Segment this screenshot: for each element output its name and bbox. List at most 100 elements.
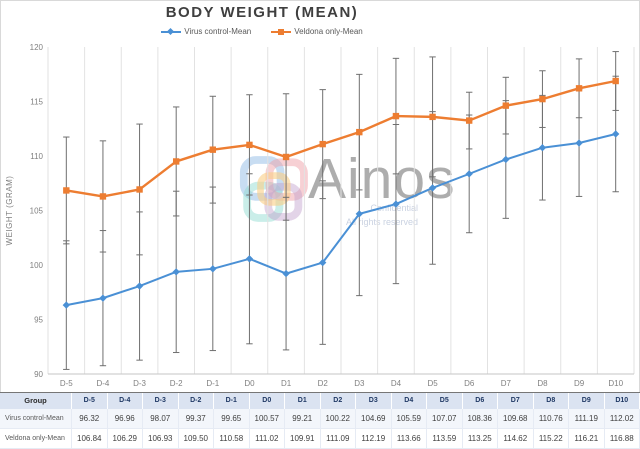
table-value-cell: 116.21 bbox=[569, 429, 605, 449]
y-axis-tick-label: 90 bbox=[34, 370, 43, 379]
table-value-cell: 112.19 bbox=[356, 429, 392, 449]
x-axis-tick-label: D-5 bbox=[60, 379, 73, 388]
chart-report-page: { "title": "BODY WEIGHT (MEAN)", "waterm… bbox=[0, 0, 640, 440]
table-header-cell: D10 bbox=[605, 393, 640, 409]
table-value-cell: 115.22 bbox=[534, 429, 570, 449]
x-axis-tick-label: D-1 bbox=[206, 379, 219, 388]
data-point-square bbox=[246, 142, 252, 148]
table-value-cell: 106.84 bbox=[72, 429, 108, 449]
table-header-cell: D1 bbox=[285, 393, 321, 409]
table-value-cell: 96.96 bbox=[108, 409, 144, 429]
table-header-cell: D-4 bbox=[108, 393, 144, 409]
data-point-square bbox=[136, 186, 142, 192]
data-point-diamond bbox=[429, 184, 436, 191]
table-value-cell: 113.59 bbox=[427, 429, 463, 449]
table-header-cell: D8 bbox=[534, 393, 570, 409]
table-value-cell: 111.02 bbox=[250, 429, 286, 449]
x-axis-tick-label: D8 bbox=[537, 379, 548, 388]
data-point-diamond bbox=[392, 200, 399, 207]
x-axis-tick-label: D2 bbox=[318, 379, 329, 388]
table-header-cell: D4 bbox=[392, 393, 428, 409]
data-point-diamond bbox=[209, 265, 216, 272]
data-point-diamond bbox=[282, 270, 289, 277]
data-point-square bbox=[356, 129, 362, 135]
data-point-square bbox=[100, 193, 106, 199]
table-header-cell: D-2 bbox=[179, 393, 215, 409]
y-axis-tick-label: 120 bbox=[30, 43, 44, 52]
chart-legend: Virus control-Mean Veldona only-Mean bbox=[0, 27, 524, 36]
table-value-cell: 106.93 bbox=[143, 429, 179, 449]
x-axis-tick-label: D4 bbox=[391, 379, 402, 388]
x-axis-tick-label: D-3 bbox=[133, 379, 146, 388]
table-value-cell: 100.57 bbox=[250, 409, 286, 429]
y-axis-tick-label: 105 bbox=[30, 207, 44, 216]
data-point-square bbox=[210, 146, 216, 152]
data-point-square bbox=[539, 96, 545, 102]
legend-item-virus-control: Virus control-Mean bbox=[161, 27, 251, 36]
table-header-cell: D-5 bbox=[72, 393, 108, 409]
data-point-square bbox=[612, 78, 618, 84]
table-header-cell: D5 bbox=[427, 393, 463, 409]
table-value-cell: 113.66 bbox=[392, 429, 428, 449]
table-header-cell: D6 bbox=[463, 393, 499, 409]
table-value-cell: 107.07 bbox=[427, 409, 463, 429]
data-point-square bbox=[173, 158, 179, 164]
table-value-cell: 104.69 bbox=[356, 409, 392, 429]
table-header-cell: Group bbox=[0, 393, 72, 409]
table-value-cell: 113.25 bbox=[463, 429, 499, 449]
y-axis-tick-label: 110 bbox=[30, 152, 43, 161]
data-point-diamond bbox=[612, 130, 619, 137]
table-header-cell: D0 bbox=[250, 393, 286, 409]
data-point-square bbox=[319, 141, 325, 147]
table-value-cell: 99.65 bbox=[214, 409, 250, 429]
table-value-cell: 110.76 bbox=[534, 409, 570, 429]
data-point-square bbox=[283, 154, 289, 160]
data-point-square bbox=[576, 85, 582, 91]
data-point-diamond bbox=[173, 268, 180, 275]
x-axis-tick-label: D5 bbox=[427, 379, 438, 388]
legend-label: Veldona only-Mean bbox=[294, 27, 363, 36]
x-axis-tick-label: D7 bbox=[501, 379, 512, 388]
data-point-square bbox=[63, 187, 69, 193]
data-point-square bbox=[466, 117, 472, 123]
table-value-cell: 99.21 bbox=[285, 409, 321, 429]
data-point-diamond bbox=[539, 144, 546, 151]
table-value-cell: 109.50 bbox=[179, 429, 215, 449]
data-point-diamond bbox=[502, 156, 509, 163]
chart-title: BODY WEIGHT (MEAN) bbox=[0, 4, 524, 21]
table-header-cell: D3 bbox=[356, 393, 392, 409]
legend-diamond-marker-icon bbox=[161, 31, 181, 33]
x-axis-tick-label: D-2 bbox=[170, 379, 183, 388]
table-value-cell: 114.62 bbox=[498, 429, 534, 449]
table-header-cell: D-1 bbox=[214, 393, 250, 409]
table-value-cell: 98.07 bbox=[143, 409, 179, 429]
table-header-cell: D2 bbox=[321, 393, 357, 409]
table-value-cell: 105.59 bbox=[392, 409, 428, 429]
table-header-cell: D7 bbox=[498, 393, 534, 409]
x-axis-tick-label: D9 bbox=[574, 379, 585, 388]
table-value-cell: 106.29 bbox=[108, 429, 144, 449]
table-row-label: Veldona only-Mean bbox=[0, 429, 72, 449]
data-point-diamond bbox=[466, 170, 473, 177]
x-axis-tick-label: D6 bbox=[464, 379, 475, 388]
table-value-cell: 110.58 bbox=[214, 429, 250, 449]
legend-square-marker-icon bbox=[271, 31, 291, 33]
table-value-cell: 109.91 bbox=[285, 429, 321, 449]
table-value-cell: 116.88 bbox=[605, 429, 640, 449]
x-axis-tick-label: D3 bbox=[354, 379, 365, 388]
table-row-label: Virus control-Mean bbox=[0, 409, 72, 429]
table-value-cell: 112.02 bbox=[605, 409, 640, 429]
legend-item-veldona: Veldona only-Mean bbox=[271, 27, 363, 36]
x-axis-tick-label: D1 bbox=[281, 379, 292, 388]
data-point-diamond bbox=[246, 255, 253, 262]
data-point-square bbox=[393, 113, 399, 119]
table-value-cell: 96.32 bbox=[72, 409, 108, 429]
table-header-cell: D-3 bbox=[143, 393, 179, 409]
table-header-cell: D9 bbox=[569, 393, 605, 409]
table-value-cell: 100.22 bbox=[321, 409, 357, 429]
